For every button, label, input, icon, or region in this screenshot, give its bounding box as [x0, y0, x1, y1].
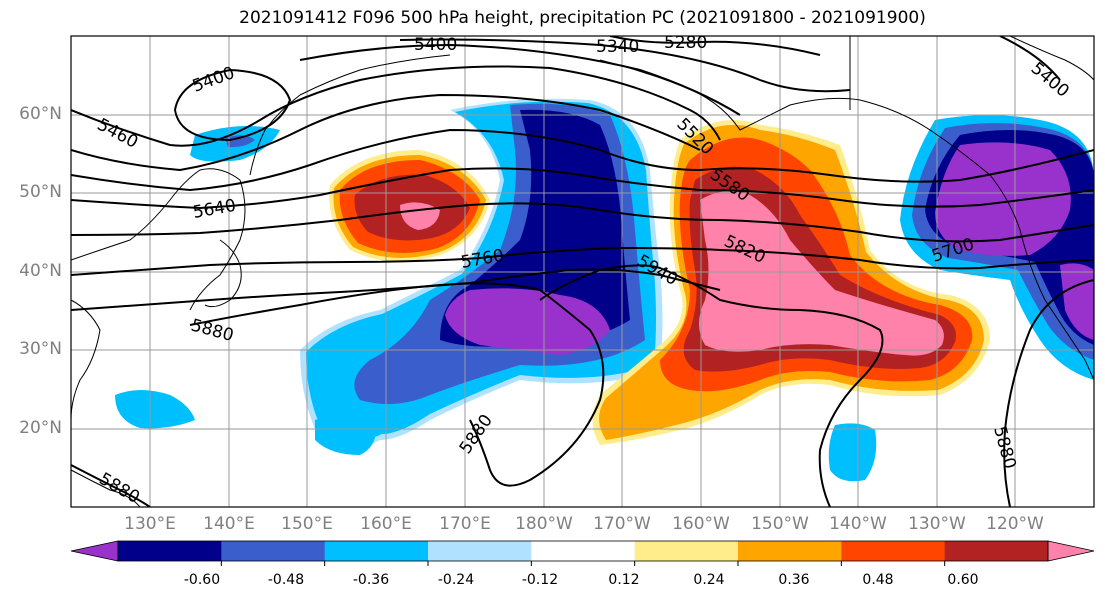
colorbar-label: 0.60	[947, 572, 979, 588]
lon-label: 170°E	[439, 514, 491, 534]
contour-5880-east	[1003, 279, 1094, 507]
contour-5460	[71, 65, 721, 147]
map-title: 2021091412 F096 500 hPa height, precipit…	[239, 8, 926, 28]
contour-5580	[71, 128, 1094, 192]
contour-5400-north	[299, 43, 741, 116]
contour-5640	[71, 167, 1094, 210]
shade-sw-sky	[115, 390, 195, 429]
contour-label: 5400	[414, 35, 457, 55]
contour-label: 5880	[96, 469, 143, 508]
colorbar-label: 0.48	[862, 572, 894, 588]
contour-5700	[71, 202, 1094, 243]
shade-sw-sky-2	[315, 415, 376, 455]
colorbar-label: -0.60	[183, 572, 221, 588]
lat-label: 40°N	[19, 261, 62, 281]
contour-5400-east	[999, 36, 1061, 81]
lon-label: 140°E	[203, 514, 255, 534]
lon-label: 150°E	[281, 514, 333, 534]
contour-label: 5460	[94, 115, 142, 153]
colorbar-label: -0.48	[267, 572, 305, 588]
colorbar-label: -0.24	[437, 572, 475, 588]
map-frame	[70, 35, 1095, 508]
colorbar-label: 0.36	[778, 572, 810, 588]
shade-se-sky	[828, 423, 877, 482]
lon-label: 160°W	[672, 514, 730, 534]
contour-5400-west	[173, 68, 292, 142]
contour-label: 5280	[664, 33, 707, 53]
height-contours	[71, 36, 1094, 507]
contour-5880-sw	[71, 464, 151, 507]
lon-label: 120°W	[986, 514, 1044, 534]
contour-label: 5340	[596, 37, 639, 57]
contour-5880-loop	[189, 282, 605, 487]
contour-label: 5400	[1027, 59, 1073, 102]
contour-label: 5640	[191, 196, 237, 223]
colorbar-label: 0.12	[608, 572, 640, 588]
lat-label: 20°N	[19, 418, 62, 438]
lon-label: 180°W	[515, 514, 573, 534]
contour-5340	[399, 38, 851, 93]
lon-label: 160°E	[360, 514, 412, 534]
shade-central-purple	[445, 288, 610, 355]
contour-5940	[539, 264, 884, 507]
colorbar-label: 0.24	[693, 572, 725, 588]
lat-label: 30°N	[19, 339, 62, 359]
colorbar-label: -0.36	[352, 572, 390, 588]
shade-ne-pink	[699, 191, 944, 356]
lon-label: 130°W	[908, 514, 966, 534]
lon-label: 170°W	[593, 514, 651, 534]
contour-label: 5400	[190, 63, 237, 97]
lat-label: 60°N	[19, 104, 62, 124]
lat-label: 50°N	[19, 182, 62, 202]
shade-east-purple	[935, 142, 1071, 256]
lon-label: 130°E	[124, 514, 176, 534]
shade-nw-royal	[225, 135, 255, 148]
shade-central-navy	[440, 109, 630, 347]
contour-5280	[609, 36, 821, 56]
lon-label: 140°W	[829, 514, 887, 534]
precip-shading	[115, 98, 1094, 482]
contour-5760	[71, 246, 1094, 276]
contour-label: 5880	[456, 411, 497, 458]
colorbar-label: -0.12	[521, 572, 559, 588]
contour-5520	[71, 93, 701, 172]
lon-label: 150°W	[751, 514, 809, 534]
